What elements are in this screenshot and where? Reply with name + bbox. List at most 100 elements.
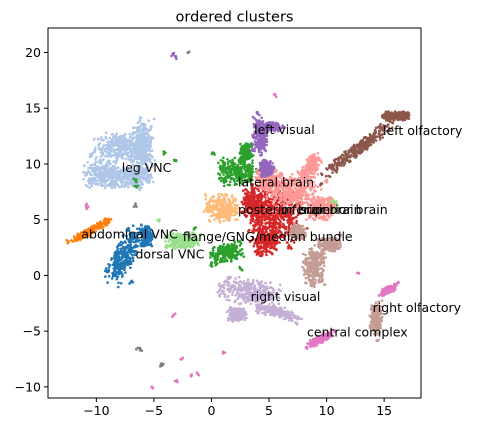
data-point — [222, 173, 225, 176]
data-point — [137, 180, 141, 183]
data-point — [220, 179, 223, 183]
data-point — [111, 133, 115, 136]
data-point — [278, 221, 282, 225]
data-point — [231, 249, 234, 252]
data-point — [135, 130, 139, 133]
data-point — [107, 274, 111, 278]
data-point — [240, 268, 243, 271]
data-point — [234, 249, 238, 252]
data-point — [246, 194, 250, 197]
data-point — [88, 186, 91, 190]
data-point — [224, 251, 227, 254]
data-point — [105, 217, 109, 221]
data-point — [132, 158, 135, 162]
data-point — [121, 157, 125, 160]
data-point — [121, 262, 125, 266]
data-point — [111, 271, 114, 275]
data-point — [124, 169, 127, 173]
data-point — [97, 179, 100, 182]
data-point — [138, 183, 142, 186]
data-point — [90, 178, 94, 182]
data-point — [131, 254, 134, 257]
data-point — [121, 149, 124, 152]
data-point — [152, 117, 156, 121]
data-point — [93, 150, 96, 154]
data-point — [290, 190, 294, 194]
data-point — [282, 218, 286, 221]
data-point — [213, 153, 216, 156]
data-point — [110, 258, 113, 261]
data-point — [125, 252, 129, 256]
data-point — [213, 218, 216, 221]
data-point — [151, 180, 155, 184]
data-point — [110, 182, 114, 185]
data-point — [143, 131, 146, 135]
data-point — [88, 171, 91, 174]
data-point — [202, 210, 206, 214]
data-point — [270, 192, 274, 196]
data-point — [222, 260, 226, 263]
data-point — [144, 172, 148, 175]
data-point — [224, 167, 228, 171]
data-point — [119, 169, 123, 172]
data-point — [103, 175, 106, 179]
data-point — [123, 141, 126, 144]
data-point — [105, 184, 108, 187]
data-point — [88, 179, 91, 182]
data-point — [224, 206, 227, 209]
data-point — [152, 163, 155, 167]
data-point — [104, 137, 108, 140]
data-point — [239, 160, 243, 163]
data-point — [284, 196, 287, 200]
data-point — [97, 168, 100, 172]
data-point — [231, 161, 235, 165]
data-point — [108, 159, 111, 163]
data-point — [99, 166, 103, 170]
data-point — [115, 137, 119, 141]
data-point — [123, 148, 127, 152]
data-point — [213, 257, 216, 261]
data-point — [131, 256, 135, 260]
data-point — [218, 177, 221, 181]
data-point — [143, 161, 147, 165]
data-point — [149, 174, 152, 178]
data-point — [227, 252, 231, 255]
data-point — [313, 218, 317, 221]
data-point — [140, 143, 144, 146]
chart-title: ordered clusters — [176, 10, 294, 26]
data-point — [138, 129, 142, 133]
data-point — [219, 202, 222, 205]
data-point — [121, 247, 124, 250]
data-point — [108, 152, 112, 155]
data-point — [267, 243, 271, 247]
data-point — [135, 150, 139, 153]
data-point — [133, 184, 137, 188]
data-point — [65, 238, 69, 242]
data-point — [128, 132, 132, 136]
data-point — [125, 148, 129, 152]
data-point — [234, 198, 237, 202]
data-point — [320, 196, 323, 199]
data-point — [222, 197, 225, 201]
data-point — [128, 258, 132, 261]
data-point — [120, 185, 123, 189]
data-point — [93, 163, 96, 166]
data-point — [240, 247, 244, 251]
data-point — [122, 249, 125, 253]
data-point — [82, 164, 86, 167]
data-point — [94, 177, 97, 180]
data-point — [210, 152, 214, 156]
data-point — [223, 193, 227, 197]
data-point — [242, 189, 245, 192]
data-point — [210, 209, 213, 213]
data-point — [227, 160, 230, 164]
data-point — [89, 152, 92, 156]
data-point — [324, 218, 328, 222]
data-point — [221, 194, 224, 197]
data-point — [132, 132, 135, 136]
data-point — [310, 193, 314, 196]
data-point — [127, 154, 130, 158]
data-point — [146, 177, 149, 180]
data-point — [251, 217, 255, 221]
data-point — [143, 149, 147, 152]
